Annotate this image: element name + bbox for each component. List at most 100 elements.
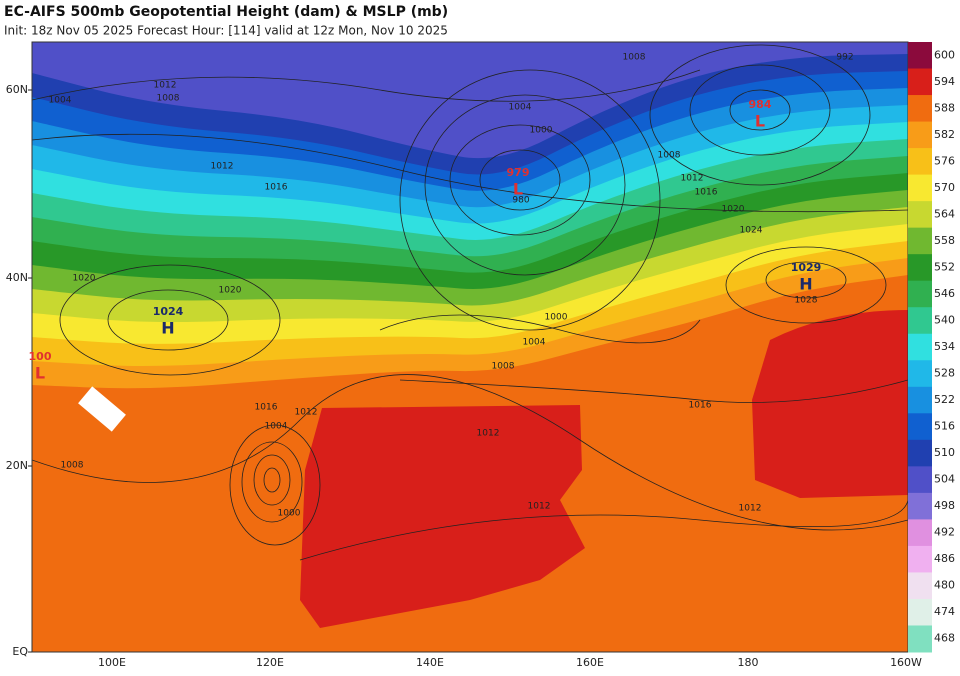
colorbar-label: 552 xyxy=(934,260,955,273)
colorbar-label: 468 xyxy=(934,632,955,645)
lat-label: 60N xyxy=(6,83,28,96)
isobar-label: 1004 xyxy=(265,422,288,432)
colorbar: 600 594 588 582 576 570 564 558 552 546 540 534 528 5… xyxy=(908,42,955,653)
lon-label: 160W xyxy=(890,656,922,669)
colorbar-label: 504 xyxy=(934,473,955,486)
colorbar-segment xyxy=(908,227,932,255)
mask-block xyxy=(78,386,126,432)
isobar-label: 1020 xyxy=(219,286,242,296)
lon-label: 180 xyxy=(738,656,759,669)
colorbar-segment xyxy=(908,572,932,600)
isobar-label: 1008 xyxy=(623,53,646,63)
colorbar-label: 528 xyxy=(934,367,955,380)
pressure-value: 1029 xyxy=(791,261,822,274)
pressure-center: H xyxy=(799,275,812,294)
isobar-label: 992 xyxy=(836,53,853,63)
colorbar-label: 510 xyxy=(934,446,955,459)
isobar-label: 1000 xyxy=(278,509,301,519)
lon-label: 160E xyxy=(576,656,604,669)
colorbar-label: 498 xyxy=(934,499,955,512)
colorbar-label: 486 xyxy=(934,552,955,565)
pressure-value: 984 xyxy=(749,98,772,111)
colorbar-label: 480 xyxy=(934,579,955,592)
colorbar-segment xyxy=(908,95,932,123)
map-subtitle: Init: 18z Nov 05 2025 Forecast Hour: [11… xyxy=(4,24,448,38)
pressure-center: L xyxy=(35,364,45,383)
isobar-label: 1004 xyxy=(49,96,72,106)
colorbar-segment xyxy=(908,439,932,467)
isobars xyxy=(32,44,908,561)
isobar-label: 1028 xyxy=(795,296,818,306)
isobar-label: 1012 xyxy=(739,504,762,514)
isobar-label: 1008 xyxy=(658,151,681,161)
colorbar-label: 522 xyxy=(934,393,955,406)
lat-label: 40N xyxy=(6,271,28,284)
colorbar-label: 546 xyxy=(934,287,955,300)
lat-label: 20N xyxy=(6,459,28,472)
height-fill-594 xyxy=(300,405,585,628)
colorbar-segment xyxy=(908,68,932,96)
isobar-label: 1012 xyxy=(154,81,177,91)
pressure-center: L xyxy=(513,180,523,199)
colorbar-label: 534 xyxy=(934,340,955,353)
lat-label: EQ xyxy=(12,645,28,658)
colorbar-segment xyxy=(908,333,932,361)
colorbar-label: 600 xyxy=(934,48,955,61)
pressure-center: L xyxy=(755,112,765,131)
isobar-label: 1004 xyxy=(509,103,532,113)
colorbar-segment xyxy=(908,42,932,70)
colorbar-segment xyxy=(908,386,932,414)
isobar-label: 1012 xyxy=(211,162,234,172)
isobar-label: 1012 xyxy=(295,408,318,418)
colorbar-segment xyxy=(908,254,932,282)
isobar-label: 1016 xyxy=(265,183,288,193)
colorbar-label: 516 xyxy=(934,420,955,433)
colorbar-segment xyxy=(908,307,932,335)
pressure-value: 979 xyxy=(507,166,530,179)
lon-label: 120E xyxy=(256,656,284,669)
isobar-label: 1000 xyxy=(530,126,553,136)
colorbar-segment xyxy=(908,598,932,626)
height-bands xyxy=(32,42,908,389)
pressure-value: 100 xyxy=(29,350,52,363)
pressure-center: H xyxy=(161,319,174,338)
isobar-label: 1020 xyxy=(722,205,745,215)
map-area xyxy=(32,42,908,652)
isobar-label: 1012 xyxy=(528,502,551,512)
colorbar-segment xyxy=(908,174,932,202)
colorbar-segment xyxy=(908,492,932,520)
colorbar-segment xyxy=(908,413,932,441)
colorbar-segment xyxy=(908,280,932,308)
isobar-label: 1008 xyxy=(61,461,84,471)
colorbar-label: 474 xyxy=(934,605,955,618)
lon-label: 100E xyxy=(98,656,126,669)
colorbar-label: 594 xyxy=(934,75,955,88)
colorbar-label: 576 xyxy=(934,154,955,167)
colorbar-segment xyxy=(908,466,932,494)
colorbar-label: 588 xyxy=(934,101,955,114)
colorbar-segment xyxy=(908,519,932,547)
isobar-label: 1012 xyxy=(681,174,704,184)
colorbar-label: 558 xyxy=(934,234,955,247)
height-fill-594 xyxy=(752,310,908,498)
isobar-label: 1016 xyxy=(695,188,718,198)
map-title: EC-AIFS 500mb Geopotential Height (dam) … xyxy=(4,4,448,20)
colorbar-label: 492 xyxy=(934,526,955,539)
isobar-label: 1016 xyxy=(255,403,278,413)
lon-label: 140E xyxy=(416,656,444,669)
isobar-label: 1008 xyxy=(492,362,515,372)
colorbar-label: 582 xyxy=(934,128,955,141)
pressure-value: 1024 xyxy=(153,305,184,318)
colorbar-label: 564 xyxy=(934,207,955,220)
colorbar-segment xyxy=(908,201,932,229)
colorbar-segment xyxy=(908,625,932,653)
isobar-label: 1000 xyxy=(545,313,568,323)
isobar-label: 1012 xyxy=(477,429,500,439)
isobar-label: 1024 xyxy=(740,226,763,236)
isobar-label: 1008 xyxy=(157,94,180,104)
isobar-label: 1020 xyxy=(73,274,96,284)
isobar-label: 980 xyxy=(512,196,529,206)
colorbar-segment xyxy=(908,121,932,149)
